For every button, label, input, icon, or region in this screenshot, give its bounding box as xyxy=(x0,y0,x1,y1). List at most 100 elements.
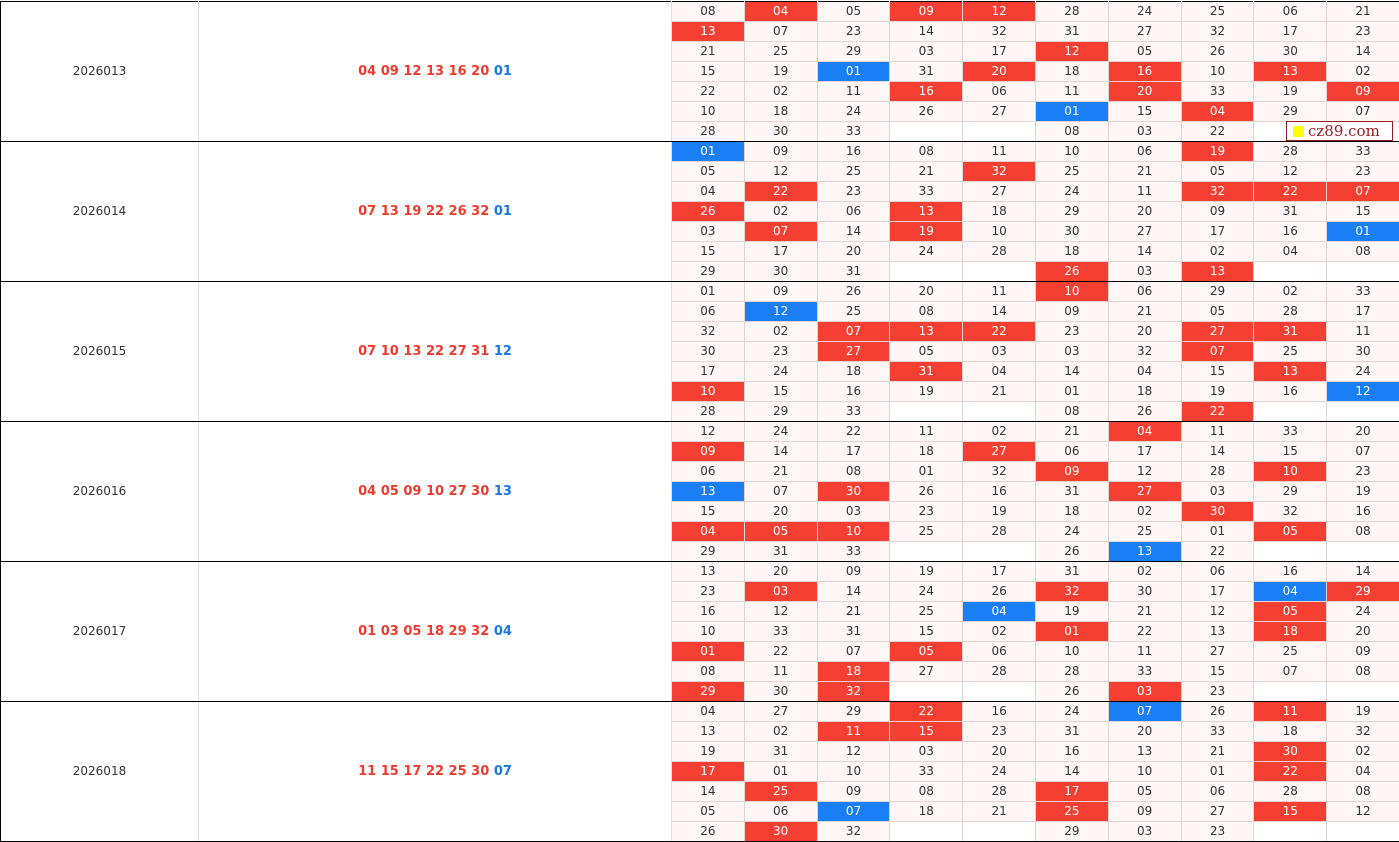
grid-cell: 21 xyxy=(1107,601,1182,622)
grid-cell: 25 xyxy=(816,301,891,322)
grid-cell: 06 xyxy=(816,201,891,222)
grid-cell: 17 xyxy=(1253,21,1328,42)
grid-cell: 08 xyxy=(1326,241,1399,262)
grid-cell: 02 xyxy=(1180,241,1255,262)
grid-cell: 31 xyxy=(1253,201,1328,222)
grid-cell-hit-red: 01 xyxy=(1034,621,1109,642)
grid-cell: 32 xyxy=(962,21,1036,42)
grid-cell-hit-red: 30 xyxy=(743,821,818,842)
grid-cell-hit-red: 07 xyxy=(743,221,818,242)
grid-cell: 33 xyxy=(1180,81,1255,102)
table-row: 17 01 10 33 24 14 10 01 22 04 xyxy=(1,761,1399,782)
table-row: 04 05 10 25 28 24 25 01 05 08 xyxy=(1,521,1399,542)
grid-cell: 23 xyxy=(816,21,891,42)
grid-cell: 19 xyxy=(671,741,745,762)
table-row: 22 02 11 16 06 11 20 33 19 09 xyxy=(1,81,1399,102)
grid-cell: 18 xyxy=(1107,381,1182,402)
grid-cell: 22 xyxy=(1107,621,1182,642)
grid-cell xyxy=(889,541,964,562)
grid-cell: 08 xyxy=(1326,661,1399,682)
red-balls: 04 09 12 13 16 20 xyxy=(358,64,490,79)
grid-cell: 19 xyxy=(1253,81,1328,102)
blue-ball: 13 xyxy=(493,484,512,499)
grid-cell: 33 xyxy=(1326,281,1399,302)
grid-cell: 18 xyxy=(743,101,818,122)
table-row: 01 22 07 05 06 10 11 27 25 09 xyxy=(1,641,1399,662)
grid-cell: 09 xyxy=(1326,641,1399,662)
grid-cell: 09 xyxy=(816,561,891,582)
grid-cell: 12 xyxy=(816,741,891,762)
grid-cell xyxy=(889,401,964,422)
grid-cell: 16 xyxy=(1253,561,1328,582)
grid-cell: 17 xyxy=(1326,301,1399,322)
grid-cell: 20 xyxy=(962,741,1036,762)
grid-cell: 16 xyxy=(1034,741,1109,762)
grid-cell: 26 xyxy=(889,481,964,502)
grid-cell: 29 xyxy=(816,41,891,62)
blue-ball: 12 xyxy=(493,344,512,359)
grid-cell: 02 xyxy=(1326,741,1399,762)
grid-cell-hit-red: 07 xyxy=(816,321,891,342)
grid-cell-hit-red: 22 xyxy=(1180,401,1255,422)
grid-cell-hit-red: 22 xyxy=(962,321,1036,342)
grid-cell: 33 xyxy=(816,541,891,562)
grid-cell: 28 xyxy=(671,401,745,422)
grid-cell: 16 xyxy=(816,141,891,162)
grid-cell xyxy=(889,121,964,142)
table-row: 26 02 06 13 18 29 20 09 31 15 xyxy=(1,201,1399,222)
grid-cell: 18 xyxy=(889,801,964,822)
draw-numbers: 01 03 05 18 29 32 04 xyxy=(198,561,672,702)
grid-cell: 14 xyxy=(889,21,964,42)
grid-cell: 15 xyxy=(1253,441,1328,462)
grid-cell: 28 xyxy=(1253,301,1328,322)
grid-cell: 23 xyxy=(962,721,1036,742)
grid-cell: 30 xyxy=(1253,41,1328,62)
red-balls: 07 10 13 22 27 31 xyxy=(358,344,490,359)
grid-cell: 25 xyxy=(889,601,964,622)
grid-cell: 31 xyxy=(889,61,964,82)
grid-cell: 09 xyxy=(743,281,818,302)
grid-cell: 23 xyxy=(816,181,891,202)
grid-cell: 12 xyxy=(743,161,818,182)
grid-cell: 19 xyxy=(962,501,1036,522)
grid-cell-hit-red: 29 xyxy=(1326,581,1399,602)
grid-cell: 05 xyxy=(1180,161,1255,182)
grid-cell: 03 xyxy=(962,341,1036,362)
table-row: 15 20 03 23 19 18 02 30 32 16 xyxy=(1,501,1399,522)
grid-cell: 02 xyxy=(1326,61,1399,82)
grid-cell xyxy=(962,821,1036,842)
grid-cell: 28 xyxy=(1253,781,1328,802)
grid-cell: 07 xyxy=(743,21,818,42)
grid-cell: 10 xyxy=(1180,61,1255,82)
grid-cell xyxy=(889,821,964,842)
grid-cell: 05 xyxy=(816,1,891,22)
table-row: 2026017 01 03 05 18 29 32 04 13 20 09 19 17 31 0… xyxy=(0,561,1399,702)
site-logo[interactable]: cz89.com xyxy=(1286,121,1393,141)
grid-cell-hit-red: 10 xyxy=(816,521,891,542)
grid-cell xyxy=(1326,261,1399,282)
table-row: 30 23 27 05 03 03 32 07 25 30 xyxy=(1,341,1399,362)
grid-cell: 26 xyxy=(889,101,964,122)
table-row: 26 30 32 29 03 23 xyxy=(1,821,1399,842)
draw-numbers: 04 09 12 13 16 20 01 xyxy=(198,1,672,142)
table-row: 29 30 32 26 03 23 xyxy=(1,681,1399,702)
grid-cell: 14 xyxy=(1326,561,1399,582)
grid-cell-hit-blue: 07 xyxy=(816,801,891,822)
period-number: 2026018 xyxy=(0,701,199,842)
grid-cell: 11 xyxy=(1180,421,1255,442)
grid-cell: 10 xyxy=(1034,141,1109,162)
table-row: 13 07 23 14 32 31 27 32 17 23 xyxy=(1,21,1399,42)
grid-cell: 33 xyxy=(889,181,964,202)
grid-cell: 28 xyxy=(962,241,1036,262)
grid-cell: 31 xyxy=(743,741,818,762)
grid-cell: 29 xyxy=(1253,481,1328,502)
grid-cell: 29 xyxy=(816,701,891,722)
grid-cell-hit-red: 15 xyxy=(889,721,964,742)
table-row: 10 18 24 26 27 01 15 04 29 07 xyxy=(1,101,1399,122)
grid-cell: 32 xyxy=(962,461,1036,482)
grid-cell-hit-red: 05 xyxy=(1253,601,1328,622)
grid-cell: 04 xyxy=(1107,361,1182,382)
grid-cell: 28 xyxy=(1180,461,1255,482)
grid-cell: 12 xyxy=(1180,601,1255,622)
grid-cell: 29 xyxy=(1034,821,1109,842)
